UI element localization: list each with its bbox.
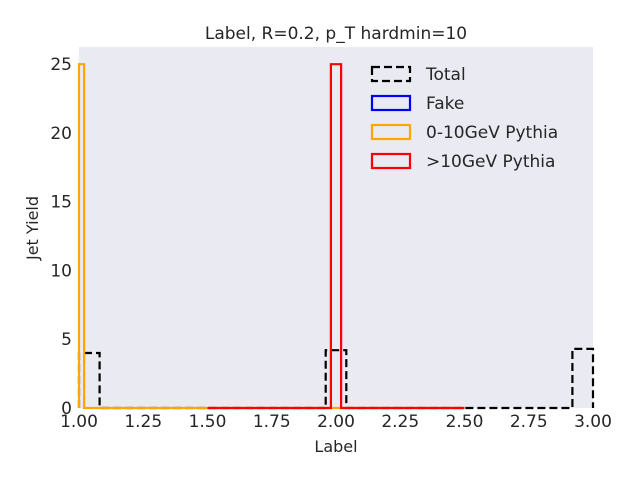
- legend-label: 0-10GeV Pythia: [426, 123, 558, 143]
- x-tick-label: 2.00: [317, 412, 355, 432]
- chart-title: Label, R=0.2, p_T hardmin=10: [205, 24, 467, 44]
- y-tick-label: 10: [50, 261, 72, 281]
- x-tick-label: 1.75: [253, 412, 291, 432]
- x-tick-label: 3.00: [574, 412, 612, 432]
- series-layer: [77, 63, 595, 410]
- legend-swatch: [370, 94, 412, 112]
- x-tick-label: 2.50: [446, 412, 484, 432]
- x-tick-labels: 1.00 1.25 1.50 1.75 2.00 2.25 2.50 2.75 3.00: [60, 412, 612, 432]
- legend-entry-fake: Fake: [370, 94, 464, 114]
- x-tick-label: 1.25: [124, 412, 162, 432]
- y-axis-label: Jet Yield: [23, 196, 42, 261]
- legend-entry-10gev-pythia: >10GeV Pythia: [370, 152, 555, 172]
- x-tick-label: 2.25: [381, 412, 419, 432]
- x-axis-label: Label: [314, 437, 357, 456]
- y-tick-label: 5: [61, 330, 72, 350]
- y-tick-label: 15: [50, 193, 72, 213]
- legend-swatch: [370, 65, 412, 83]
- y-tick-label: 25: [50, 55, 72, 75]
- legend-entry-total: Total: [370, 65, 466, 85]
- x-tick-label: 2.75: [510, 412, 548, 432]
- y-tick-label: 0: [61, 399, 72, 419]
- legend-swatch: [370, 152, 412, 170]
- legend-swatch: [370, 123, 412, 141]
- x-tick-label: 1.00: [60, 412, 98, 432]
- legend-label: Total: [425, 65, 466, 85]
- y-tick-labels: 0 5 10 15 20 25: [50, 55, 72, 419]
- legend-label: >10GeV Pythia: [426, 152, 555, 172]
- legend: Total Fake 0-10GeV Pythia >10GeV Pythia: [370, 65, 558, 172]
- series-10gev-pythia-line: [207, 63, 465, 410]
- x-tick-label: 1.50: [189, 412, 227, 432]
- series-total-line: [77, 347, 595, 410]
- legend-entry-0-10gev-pythia: 0-10GeV Pythia: [370, 123, 558, 143]
- plot-area: [79, 47, 593, 408]
- y-tick-label: 20: [50, 124, 72, 144]
- legend-label: Fake: [426, 94, 464, 114]
